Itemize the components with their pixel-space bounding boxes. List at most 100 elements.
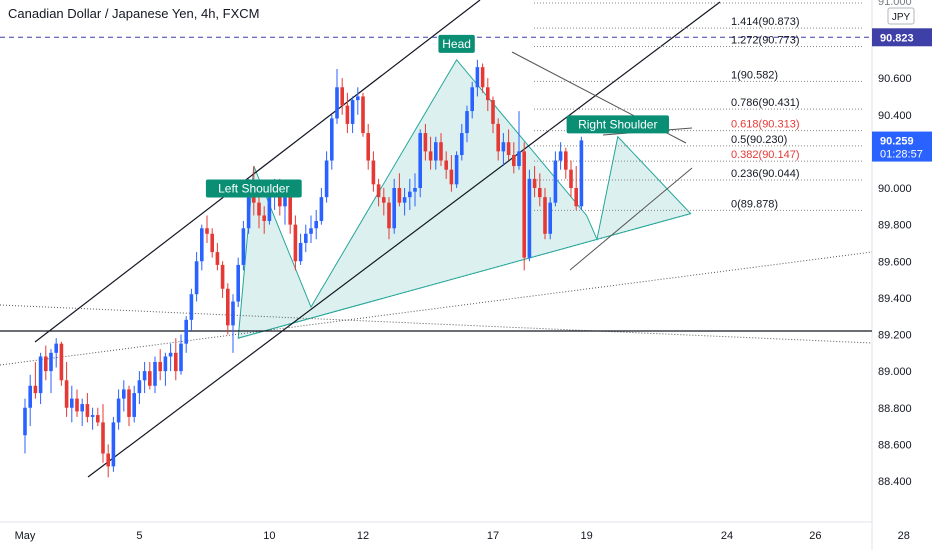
candle-body bbox=[340, 87, 344, 106]
candle-body bbox=[371, 160, 376, 185]
candle-body bbox=[397, 188, 402, 203]
candle-body bbox=[392, 188, 396, 229]
candle-body bbox=[486, 87, 490, 101]
candle-body bbox=[361, 96, 365, 134]
candle-body bbox=[439, 142, 443, 161]
fib-level-label: 1.414(90.873) bbox=[731, 16, 800, 28]
channel-lower bbox=[87, 1, 721, 478]
candle-body bbox=[418, 133, 422, 188]
pattern-label: Right Shoulder bbox=[578, 117, 657, 131]
candle-body bbox=[569, 169, 573, 188]
candle-body bbox=[496, 123, 500, 152]
fib-level-label: 0.618(90.313) bbox=[731, 119, 800, 131]
countdown-label: 01:28:57 bbox=[880, 149, 923, 161]
fib-level-label: 1(90.582) bbox=[731, 69, 778, 81]
fib-level-label: 0.5(90.230) bbox=[731, 134, 787, 146]
dashed-price-tag bbox=[872, 28, 932, 47]
candle-body bbox=[558, 151, 563, 161]
candle-body bbox=[350, 100, 355, 124]
x-tick-label: 10 bbox=[263, 530, 275, 542]
fib-level-label: 0(89.878) bbox=[731, 198, 778, 210]
candle-body bbox=[262, 215, 266, 221]
x-tick-label: 24 bbox=[721, 530, 733, 542]
candle-body bbox=[356, 96, 360, 101]
x-tick-label: 12 bbox=[357, 530, 369, 542]
pattern-label: Head bbox=[442, 37, 471, 51]
candle-body bbox=[163, 356, 168, 372]
candle-body bbox=[148, 371, 152, 386]
candle-body bbox=[184, 319, 188, 344]
x-tick-label: 17 bbox=[487, 530, 499, 542]
candle-body bbox=[33, 385, 38, 394]
candle-body bbox=[80, 404, 84, 412]
y-tick-label-top: 91.000 bbox=[878, 0, 912, 8]
y-tick-label: 90.400 bbox=[878, 110, 912, 122]
candle-body bbox=[460, 133, 464, 156]
candle-body bbox=[28, 385, 32, 408]
candle-body bbox=[527, 178, 532, 258]
candle-body bbox=[257, 202, 261, 216]
candle-body bbox=[543, 197, 547, 234]
candle-body bbox=[382, 197, 386, 203]
candle-body bbox=[304, 233, 308, 243]
candle-body bbox=[75, 398, 79, 412]
candle-body bbox=[215, 252, 220, 265]
candle-body bbox=[189, 294, 194, 320]
candle-body bbox=[194, 261, 199, 295]
candle-body bbox=[64, 380, 69, 408]
x-tick-label: 19 bbox=[580, 530, 592, 542]
y-tick-label: 90.600 bbox=[878, 73, 912, 85]
candle-body bbox=[330, 118, 334, 161]
triangle-lower bbox=[569, 167, 693, 271]
candle-body bbox=[179, 343, 183, 372]
candle-body bbox=[506, 142, 511, 156]
fib-level-label: 1.272(90.773) bbox=[731, 34, 800, 46]
candle-body bbox=[522, 151, 526, 258]
candle-body bbox=[335, 87, 339, 119]
candle-body bbox=[491, 100, 495, 124]
candle-body bbox=[174, 352, 178, 372]
pattern-label: Left Shoulder bbox=[218, 181, 289, 195]
candle-body bbox=[428, 151, 433, 161]
last-price-tag bbox=[872, 131, 932, 162]
candle-body bbox=[402, 197, 407, 203]
y-tick-label: 89.200 bbox=[878, 330, 912, 342]
candle-body bbox=[96, 415, 100, 423]
candle-body bbox=[517, 151, 521, 167]
candle-body bbox=[226, 288, 230, 326]
candle-body bbox=[319, 197, 324, 221]
y-tick-label: 89.800 bbox=[878, 220, 912, 232]
dashed-price-label: 90.823 bbox=[880, 32, 914, 44]
candle-body bbox=[470, 87, 474, 112]
candle-body bbox=[200, 228, 204, 262]
candle-body bbox=[564, 151, 568, 170]
y-tick-label: 89.400 bbox=[878, 293, 912, 305]
pattern-label-bg bbox=[566, 115, 669, 134]
x-tick-label: 26 bbox=[809, 530, 821, 542]
candle-body bbox=[142, 371, 147, 381]
y-tick-label: 88.400 bbox=[878, 476, 912, 488]
candle-body bbox=[153, 361, 157, 386]
candle-body bbox=[376, 184, 381, 198]
candle-body bbox=[553, 160, 558, 203]
candle-body bbox=[101, 422, 105, 454]
candle-body bbox=[54, 343, 58, 353]
candle-body bbox=[480, 67, 485, 88]
trend-dotted-2 bbox=[0, 251, 873, 366]
y-tick-label: 88.600 bbox=[878, 439, 912, 451]
candle-body bbox=[38, 356, 43, 394]
candle-body bbox=[548, 202, 552, 234]
x-tick-label: 5 bbox=[136, 530, 142, 542]
x-tick-label: May bbox=[15, 530, 36, 542]
chart-title: Canadian Dollar / Japanese Yen, 4h, FXCM bbox=[8, 6, 260, 21]
channel-upper bbox=[34, 0, 481, 343]
pattern-label-bg bbox=[205, 179, 302, 198]
candle-body bbox=[512, 155, 516, 167]
candle-body bbox=[44, 356, 48, 372]
last-price-label: 90.259 bbox=[880, 136, 914, 148]
candle-body bbox=[434, 142, 438, 161]
trend-dotted-1 bbox=[0, 304, 873, 344]
candle-body bbox=[293, 224, 298, 262]
